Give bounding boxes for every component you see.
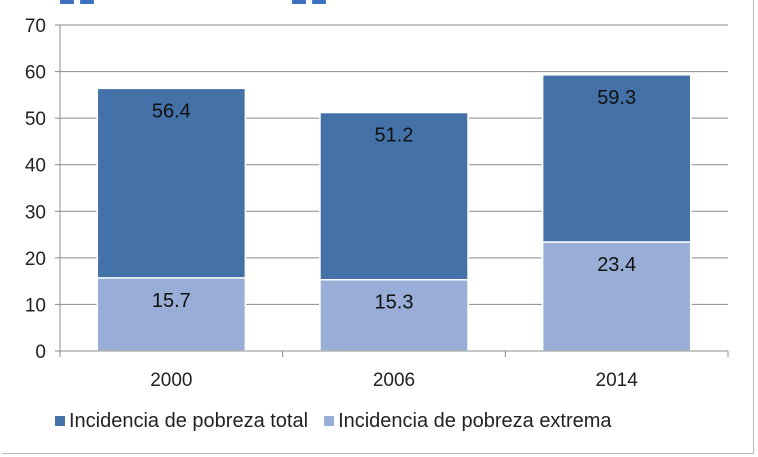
data-label-extrema-2000: 15.7: [152, 290, 191, 312]
y-tick-label: 20: [25, 249, 46, 270]
bar-extrema-2006[interactable]: [319, 278, 469, 352]
legend-label-total: Incidencia de pobreza total: [69, 410, 308, 432]
x-tick-label-2014: 2014: [596, 370, 639, 391]
y-tick-label: 70: [25, 16, 46, 37]
y-tick-label: 30: [25, 202, 46, 223]
y-axis: 0 10 20 30 40 50 60 70: [25, 16, 61, 363]
legend-swatch-total: [55, 416, 65, 426]
title-fragment: [60, 0, 330, 5]
data-label-extrema-2014: 23.4: [597, 254, 636, 276]
data-label-total-2000: 56.4: [152, 100, 191, 122]
legend-label-extrema: Incidencia de pobreza extrema: [338, 410, 612, 432]
legend: Incidencia de pobreza total Incidencia de…: [55, 410, 612, 432]
y-tick-label: 50: [25, 109, 46, 130]
bars: 56.4 15.7 51.2 15.3 59.3 23.4: [96, 74, 692, 352]
y-tick-label: 10: [25, 295, 46, 316]
data-label-total-2006: 51.2: [375, 125, 414, 147]
data-label-total-2014: 59.3: [597, 87, 636, 109]
y-tick-label: 40: [25, 156, 46, 177]
y-tick-label: 60: [25, 63, 46, 84]
data-label-extrema-2006: 15.3: [375, 292, 414, 314]
bar-extrema-2000[interactable]: [96, 277, 247, 352]
legend-swatch-extrema: [324, 416, 335, 426]
bar-extrema-2014[interactable]: [541, 241, 692, 352]
x-tick-label-2006: 2006: [373, 370, 415, 391]
x-tick-label-2000: 2000: [150, 370, 192, 391]
x-axis: 2000 2006 2014: [59, 350, 729, 391]
y-tick-label: 0: [35, 342, 46, 363]
